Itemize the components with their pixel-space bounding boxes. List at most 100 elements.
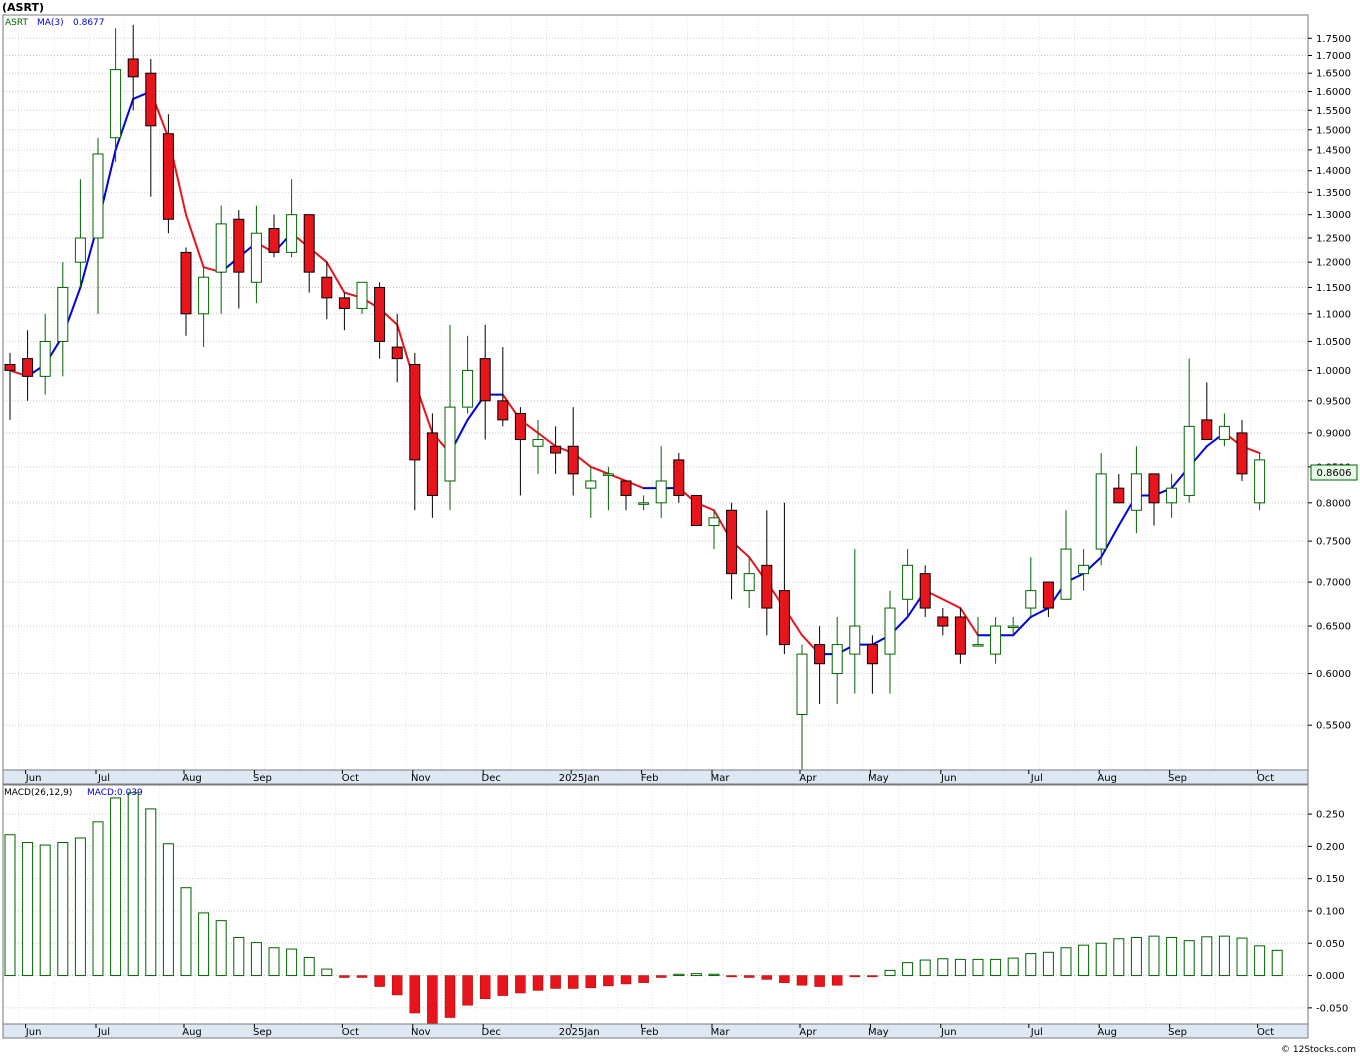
- macd-bar: [1271, 949, 1283, 977]
- macd-bar: [1060, 947, 1072, 977]
- candle-body: [110, 69, 122, 139]
- macd-legend-label: MACD(26,12,9): [4, 788, 72, 798]
- candle-body: [1095, 473, 1107, 550]
- price-tick-label: 0.5500: [1316, 721, 1351, 732]
- candle-body: [92, 153, 104, 239]
- ma-legend-value: 0.8677: [73, 18, 105, 28]
- macd-tick-label: -0.050: [1316, 1003, 1348, 1014]
- macd-bar: [884, 969, 896, 977]
- candle-body: [655, 480, 667, 504]
- candle-body: [409, 363, 421, 461]
- date-label-lower: Mar: [711, 1027, 731, 1038]
- price-tick-label: 1.1500: [1316, 283, 1351, 294]
- ma-segment: [185, 213, 205, 269]
- macd-bar: [145, 808, 157, 977]
- candle-body: [1007, 625, 1019, 629]
- date-label-lower: Jul: [97, 1027, 110, 1038]
- candle-body: [127, 58, 139, 78]
- macd-bar: [74, 837, 86, 977]
- macd-bar: [796, 975, 808, 986]
- candle-body: [1148, 473, 1160, 504]
- price-panel-frame: [2, 14, 1309, 771]
- candle-body: [1254, 459, 1266, 504]
- macd-bar: [356, 975, 368, 978]
- date-label-lower: Oct: [342, 1027, 359, 1038]
- candle-body: [233, 218, 245, 273]
- candle-body: [462, 369, 474, 408]
- candle-body: [250, 232, 262, 283]
- macd-bar: [215, 920, 227, 977]
- price-tick-label: 1.3000: [1316, 210, 1351, 221]
- macd-bar: [409, 975, 421, 1014]
- date-label: Aug: [1097, 773, 1117, 784]
- macd-bar: [1254, 945, 1266, 977]
- macd-tick-label: 0.200: [1316, 842, 1345, 853]
- symbol-label: (ASRT): [2, 1, 44, 14]
- candle-body: [145, 72, 157, 127]
- macd-bar: [814, 975, 825, 987]
- macd-legend-value: MACD:0.039: [87, 788, 143, 798]
- date-label: Aug: [182, 773, 202, 784]
- macd-bar: [479, 975, 491, 1000]
- candle-body: [479, 358, 491, 402]
- macd-bar: [532, 975, 544, 991]
- date-label-lower: 2025Jan: [559, 1027, 600, 1038]
- date-label-lower: Sep: [253, 1027, 272, 1038]
- candle-body: [215, 223, 227, 273]
- date-axis: Jun Jun Jul Jul Aug Aug Sep Sep Oct Oct Nov Nov Dec D…: [25, 770, 1274, 1038]
- candle-body: [1060, 548, 1072, 600]
- candle-body: [602, 473, 614, 476]
- macd-bar: [726, 975, 737, 978]
- macd-bar: [972, 958, 984, 977]
- macd-tick-label: 0.150: [1316, 874, 1345, 885]
- macd-bar: [919, 959, 931, 977]
- candle-body: [814, 644, 826, 665]
- candle-body: [57, 286, 69, 342]
- ma-segment: [537, 431, 557, 448]
- macd-bar: [462, 975, 473, 1006]
- price-tick-label: 1.6500: [1316, 69, 1351, 80]
- price-tick-label: 0.7000: [1316, 578, 1351, 589]
- ma-segment: [959, 607, 979, 637]
- candle-body: [620, 480, 632, 496]
- macd-bar: [1025, 953, 1037, 977]
- candle-body: [74, 237, 86, 263]
- price-tick-label: 1.1000: [1316, 309, 1351, 320]
- price-tick-label: 0.6000: [1316, 669, 1351, 680]
- date-label: Jul: [1030, 773, 1043, 784]
- candle-body: [990, 625, 1002, 655]
- macd-bar: [937, 958, 949, 977]
- macd-bar: [1148, 935, 1160, 977]
- macd-bar: [250, 942, 262, 977]
- macd-axis: 0.250 0.200 0.150 0.100 0.050 0.000 -0.050: [1308, 810, 1348, 1014]
- macd-bar: [180, 887, 192, 977]
- candle-body: [374, 286, 386, 342]
- macd-bars: [4, 792, 1283, 1026]
- price-candles: [4, 24, 1266, 770]
- candle-body: [761, 564, 773, 609]
- macd-bar: [849, 975, 861, 978]
- price-tick-label: 1.0500: [1316, 337, 1351, 348]
- date-label-lower: Dec: [482, 1027, 501, 1038]
- candle-body: [831, 644, 843, 675]
- date-label: Oct: [342, 773, 359, 784]
- macd-bar: [127, 792, 139, 977]
- date-label: Sep: [1168, 773, 1187, 784]
- price-tick-label: 0.6500: [1316, 622, 1351, 633]
- date-label: Sep: [253, 773, 272, 784]
- macd-bar: [690, 973, 702, 977]
- candle-body: [866, 644, 878, 665]
- macd-bar: [92, 821, 104, 977]
- date-label: Nov: [411, 773, 431, 784]
- candle-body: [796, 653, 808, 715]
- macd-tick-label: 0.050: [1316, 939, 1345, 950]
- price-tick-label: 0.9500: [1316, 396, 1351, 407]
- macd-bar: [4, 834, 16, 977]
- macd-bar: [954, 958, 966, 977]
- macd-tick-label: 0.100: [1316, 906, 1345, 917]
- date-label: Dec: [482, 773, 501, 784]
- candle-body: [690, 494, 702, 527]
- ma-segment: [325, 261, 346, 294]
- macd-bar: [761, 975, 773, 980]
- candle-body: [497, 400, 509, 421]
